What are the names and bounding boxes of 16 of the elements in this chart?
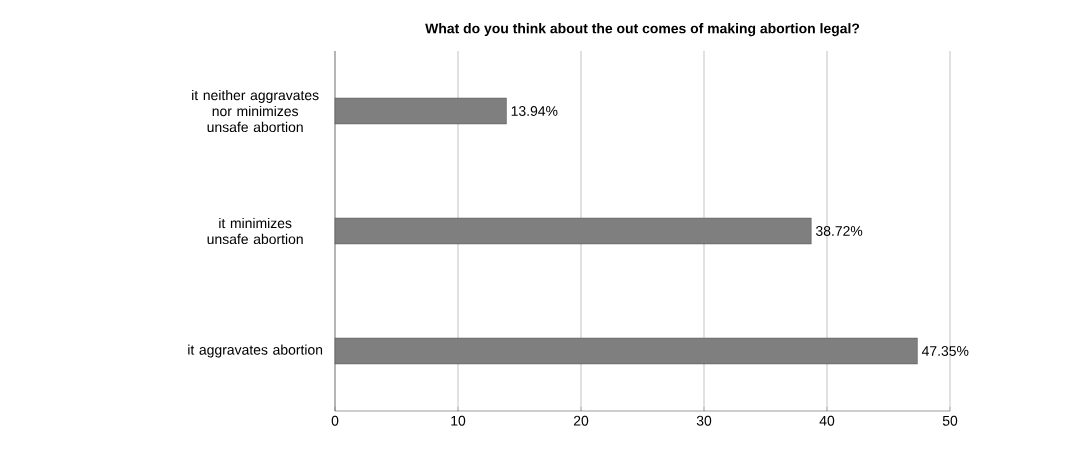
data-label: 47.35% bbox=[921, 346, 969, 356]
y-tick-label: it neither aggravates nor minimizes unsafe abortion bbox=[192, 89, 319, 133]
x-tick-label: 30 bbox=[696, 415, 712, 426]
bar bbox=[334, 217, 812, 245]
chart-title: What do you think about the out comes of making abortion legal? bbox=[425, 23, 860, 37]
data-label: 38.72% bbox=[815, 226, 863, 236]
data-label: 13.94% bbox=[511, 106, 558, 116]
x-tick-label: 10 bbox=[451, 415, 466, 426]
x-tick-label: 0 bbox=[331, 415, 339, 426]
x-tick-label: 40 bbox=[819, 415, 835, 426]
y-tick-label: it minimizes unsafe abortion bbox=[207, 217, 303, 245]
x-tick-label: 50 bbox=[942, 415, 958, 426]
bar bbox=[334, 97, 507, 125]
x-tick-label: 20 bbox=[573, 415, 589, 426]
y-tick-label: it aggravates abortion bbox=[188, 344, 323, 358]
bar bbox=[334, 337, 918, 365]
